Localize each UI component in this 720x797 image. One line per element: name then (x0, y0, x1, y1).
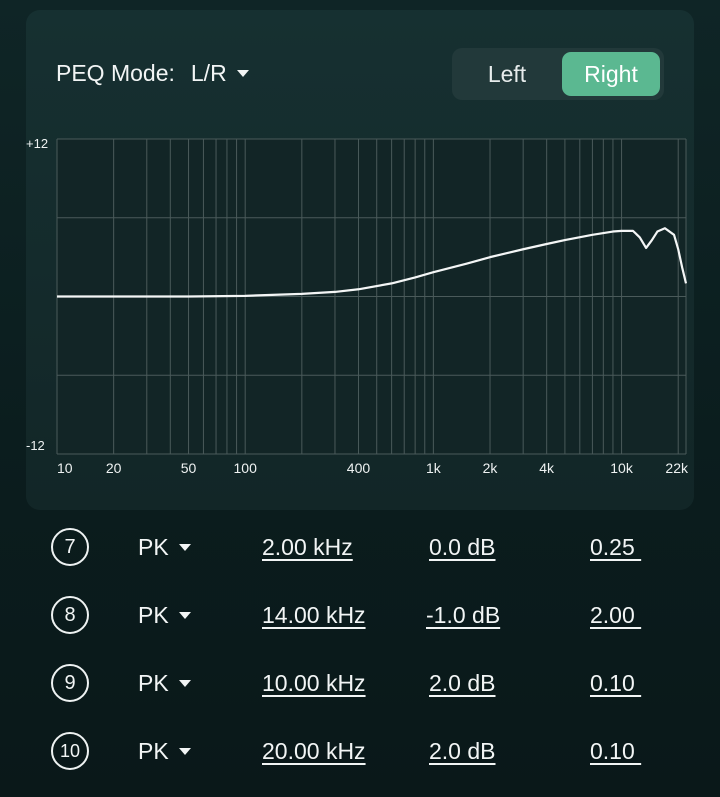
band-type-dropdown[interactable]: PK (138, 534, 191, 561)
band-type-label: PK (138, 602, 169, 628)
y-axis-top-label: +12 (26, 136, 48, 151)
x-tick-label: 22k (665, 460, 689, 476)
band-type-label: PK (138, 738, 169, 764)
eq-response-graph[interactable]: +12 -12 10 20 50 100 400 1k 2k 4k 10k 22k (0, 130, 720, 480)
band-row-10: 10 PK 20.00 kHz 2.0 dB 0.10 (26, 720, 694, 784)
band-type-label: PK (138, 534, 169, 560)
x-tick-label: 10k (610, 460, 634, 476)
band-gain-field[interactable]: 0.0 dB (429, 534, 496, 560)
caret-down-icon (178, 748, 191, 755)
x-tick-label: 50 (181, 460, 197, 476)
band-number: 7 (51, 528, 89, 566)
band-number: 9 (51, 664, 89, 702)
band-number: 8 (51, 596, 89, 634)
band-q-field[interactable]: 2.00 (590, 602, 642, 628)
x-tick-label: 4k (539, 460, 555, 476)
channel-toggle: Left Right (452, 48, 664, 100)
x-tick-label: 20 (106, 460, 122, 476)
band-type-dropdown[interactable]: PK (138, 738, 191, 765)
band-q-field[interactable]: 0.10 (590, 670, 642, 696)
x-tick-label: 100 (234, 460, 258, 476)
caret-down-icon (178, 680, 191, 687)
peq-mode-label: PEQ Mode: (56, 60, 175, 86)
band-q-field[interactable]: 0.25 (590, 534, 642, 560)
band-number: 10 (51, 732, 89, 770)
band-row-7: 7 PK 2.00 kHz 0.0 dB 0.25 (26, 516, 694, 580)
x-tick-label: 400 (347, 460, 371, 476)
peq-mode-value: L/R (190, 60, 227, 86)
caret-down-icon (178, 612, 191, 619)
band-q-field[interactable]: 0.10 (590, 738, 642, 764)
band-gain-field[interactable]: 2.0 dB (429, 670, 496, 696)
caret-down-icon (178, 544, 191, 551)
x-tick-label: 10 (57, 460, 73, 476)
band-type-dropdown[interactable]: PK (138, 602, 191, 629)
caret-down-icon (236, 70, 249, 77)
band-frequency-field[interactable]: 2.00 kHz (262, 534, 353, 560)
channel-left-button[interactable]: Left (487, 60, 527, 87)
band-row-9: 9 PK 10.00 kHz 2.0 dB 0.10 (26, 652, 694, 716)
band-gain-field[interactable]: 2.0 dB (429, 738, 496, 764)
x-tick-label: 1k (426, 460, 442, 476)
band-type-label: PK (138, 670, 169, 696)
peq-mode-selector[interactable]: PEQ Mode: L/R (56, 60, 249, 87)
band-row-8: 8 PK 14.00 kHz -1.0 dB 2.00 (26, 584, 694, 648)
band-frequency-field[interactable]: 20.00 kHz (262, 738, 366, 764)
band-frequency-field[interactable]: 10.00 kHz (262, 670, 366, 696)
band-frequency-field[interactable]: 14.00 kHz (262, 602, 366, 628)
band-type-dropdown[interactable]: PK (138, 670, 191, 697)
x-tick-label: 2k (483, 460, 499, 476)
band-gain-field[interactable]: -1.0 dB (426, 602, 501, 628)
response-curve (57, 227, 688, 298)
y-axis-bottom-label: -12 (26, 438, 45, 453)
channel-right-button[interactable]: Right (562, 52, 660, 96)
